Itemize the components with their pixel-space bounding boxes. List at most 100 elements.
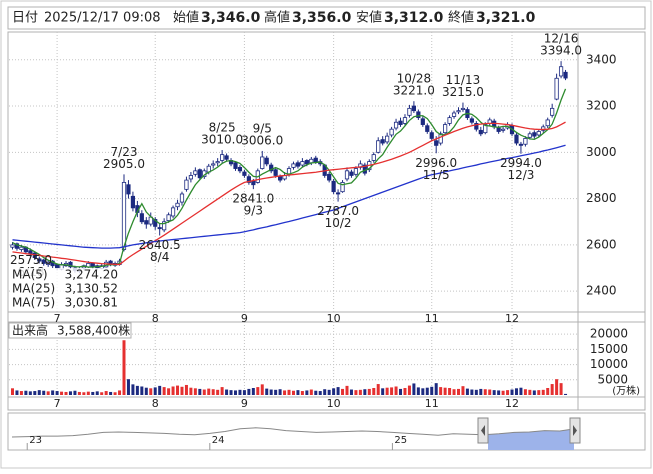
annotation-date: 10/2	[325, 216, 352, 230]
volume-bar	[144, 387, 148, 395]
annotation-value: 2841.0	[232, 192, 274, 206]
candle-body	[300, 161, 305, 166]
candle-body	[554, 77, 559, 100]
volume-bar	[483, 389, 487, 395]
candle-body	[371, 154, 376, 161]
candle-body	[474, 123, 479, 130]
legend-label: MA(5)	[12, 268, 48, 282]
y-tick-label: 5000	[597, 372, 628, 386]
candle-body	[416, 111, 421, 119]
candle-body	[291, 163, 296, 168]
volume-bar	[198, 388, 202, 395]
candle-body	[443, 124, 448, 134]
candle-body	[536, 131, 541, 136]
candle-body	[220, 154, 225, 161]
candle-body	[121, 182, 127, 250]
y-tick-label: 2400	[586, 284, 617, 298]
candle-body	[514, 134, 519, 144]
volume-bar	[430, 386, 434, 395]
close-value: 3,321.0	[476, 10, 536, 26]
volume-bar	[68, 391, 72, 395]
volume-bar	[135, 385, 139, 395]
volume-bar	[564, 393, 568, 395]
candle-body	[344, 170, 350, 180]
volume-bar	[95, 391, 99, 395]
candle-body	[166, 214, 171, 221]
candle-body	[393, 121, 399, 129]
volume-bar	[412, 383, 416, 395]
annotation-date: 8/25	[209, 121, 236, 135]
candle-body	[295, 162, 301, 167]
candle-body	[460, 107, 466, 110]
candle-body	[313, 157, 318, 162]
volume-bar	[207, 388, 211, 395]
annotation-value: 3215.0	[442, 85, 484, 99]
candle-body	[532, 132, 537, 137]
candle-body	[162, 221, 167, 231]
candle-body	[139, 213, 144, 223]
y-tick-label: 3400	[586, 52, 617, 66]
volume-bar	[162, 387, 166, 395]
volume-bar	[358, 389, 362, 395]
candle-body	[425, 125, 430, 132]
high-label: 高値	[264, 10, 290, 26]
volume-bar	[555, 379, 559, 395]
volume-bar	[425, 387, 429, 395]
annotation-date: 11/5	[423, 168, 450, 182]
annotation-date: 12/3	[507, 168, 534, 182]
volume-bar	[216, 389, 220, 395]
ma-line	[12, 88, 567, 268]
x-tick-label: 10	[327, 312, 341, 325]
volume-title: 出来高	[12, 323, 48, 338]
annotation-value: 2640.5	[139, 238, 181, 252]
x-tick-label: 11	[425, 397, 439, 410]
volume-bar	[510, 389, 514, 395]
navigator-handle-arrow	[573, 425, 577, 436]
annotation-value: 2787.0	[317, 204, 359, 218]
candle-body	[277, 176, 283, 181]
candle-body	[483, 124, 488, 134]
candle-body	[340, 182, 345, 193]
x-tick-label: 12	[505, 312, 519, 325]
legend-label: MA(25)	[12, 282, 55, 296]
volume-bar	[434, 383, 438, 395]
annotation-date: 8/4	[150, 250, 169, 264]
candle-body	[389, 128, 394, 136]
date-label: 日付	[12, 11, 38, 26]
volume-bar	[474, 389, 478, 395]
navigator-area	[488, 428, 574, 450]
volume-bar	[274, 389, 278, 395]
volume-bar	[452, 389, 456, 395]
candle-body	[420, 118, 425, 125]
candle-body	[157, 227, 162, 230]
volume-bar	[470, 389, 474, 395]
candle-body	[407, 107, 412, 116]
y-tick-label: 10000	[590, 357, 628, 371]
volume-bar	[220, 387, 224, 395]
candle-body	[224, 155, 229, 160]
candle-body	[376, 140, 381, 153]
annotation-date: 10/28	[397, 72, 432, 86]
volume-bar	[42, 390, 46, 395]
volume-bar	[256, 387, 260, 395]
y-tick-label: 2600	[586, 237, 617, 251]
low-label: 安値	[356, 10, 382, 26]
volume-bar	[251, 388, 255, 395]
volume-bar	[283, 390, 287, 395]
annotation-date: 12/16	[544, 32, 579, 46]
volume-bar	[349, 389, 353, 395]
annotation-date: 7/23	[111, 145, 138, 159]
volume-bar	[488, 389, 492, 395]
candle-body	[242, 171, 247, 176]
candle-body	[563, 71, 568, 79]
candle-body	[126, 184, 131, 195]
close-label: 終値	[448, 10, 474, 26]
x-tick-label: 8	[152, 312, 159, 325]
candle-body	[451, 112, 457, 117]
volume-bar	[158, 385, 162, 395]
volume-bar	[376, 384, 380, 395]
volume-bar	[265, 388, 269, 395]
candle-body	[304, 160, 309, 165]
volume-bar	[46, 391, 50, 395]
